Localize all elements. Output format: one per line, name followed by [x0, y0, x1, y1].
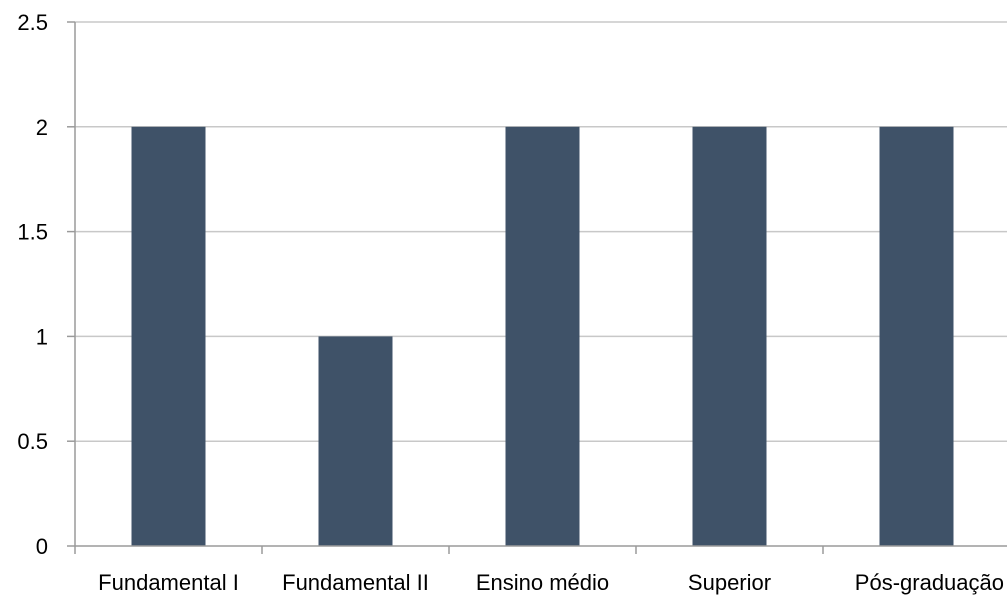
- bar: [318, 336, 393, 546]
- bar: [692, 126, 767, 547]
- x-category-label: Ensino médio: [476, 570, 609, 595]
- y-tick-label: 2: [36, 115, 48, 140]
- x-category-labels: Fundamental I Fundamental II Ensino médio S…: [98, 570, 1004, 595]
- x-category-label: Fundamental II: [282, 570, 429, 595]
- bar: [131, 126, 206, 547]
- y-tick-label: 1.5: [17, 220, 48, 245]
- y-tick-label: 0: [36, 534, 48, 559]
- bar: [505, 126, 580, 547]
- y-tick-label: 0.5: [17, 429, 48, 454]
- y-tick-label: 1: [36, 324, 48, 349]
- x-category-label: Superior: [688, 570, 771, 595]
- y-tick-labels: 0 0.5 1 1.5 2 2.5: [17, 10, 48, 559]
- y-tick-label: 2.5: [17, 10, 48, 35]
- x-category-label: Pós-graduação: [855, 570, 1004, 595]
- bars: [131, 126, 954, 547]
- x-category-label: Fundamental I: [98, 570, 239, 595]
- axes: [67, 21, 1007, 554]
- bar: [879, 126, 954, 547]
